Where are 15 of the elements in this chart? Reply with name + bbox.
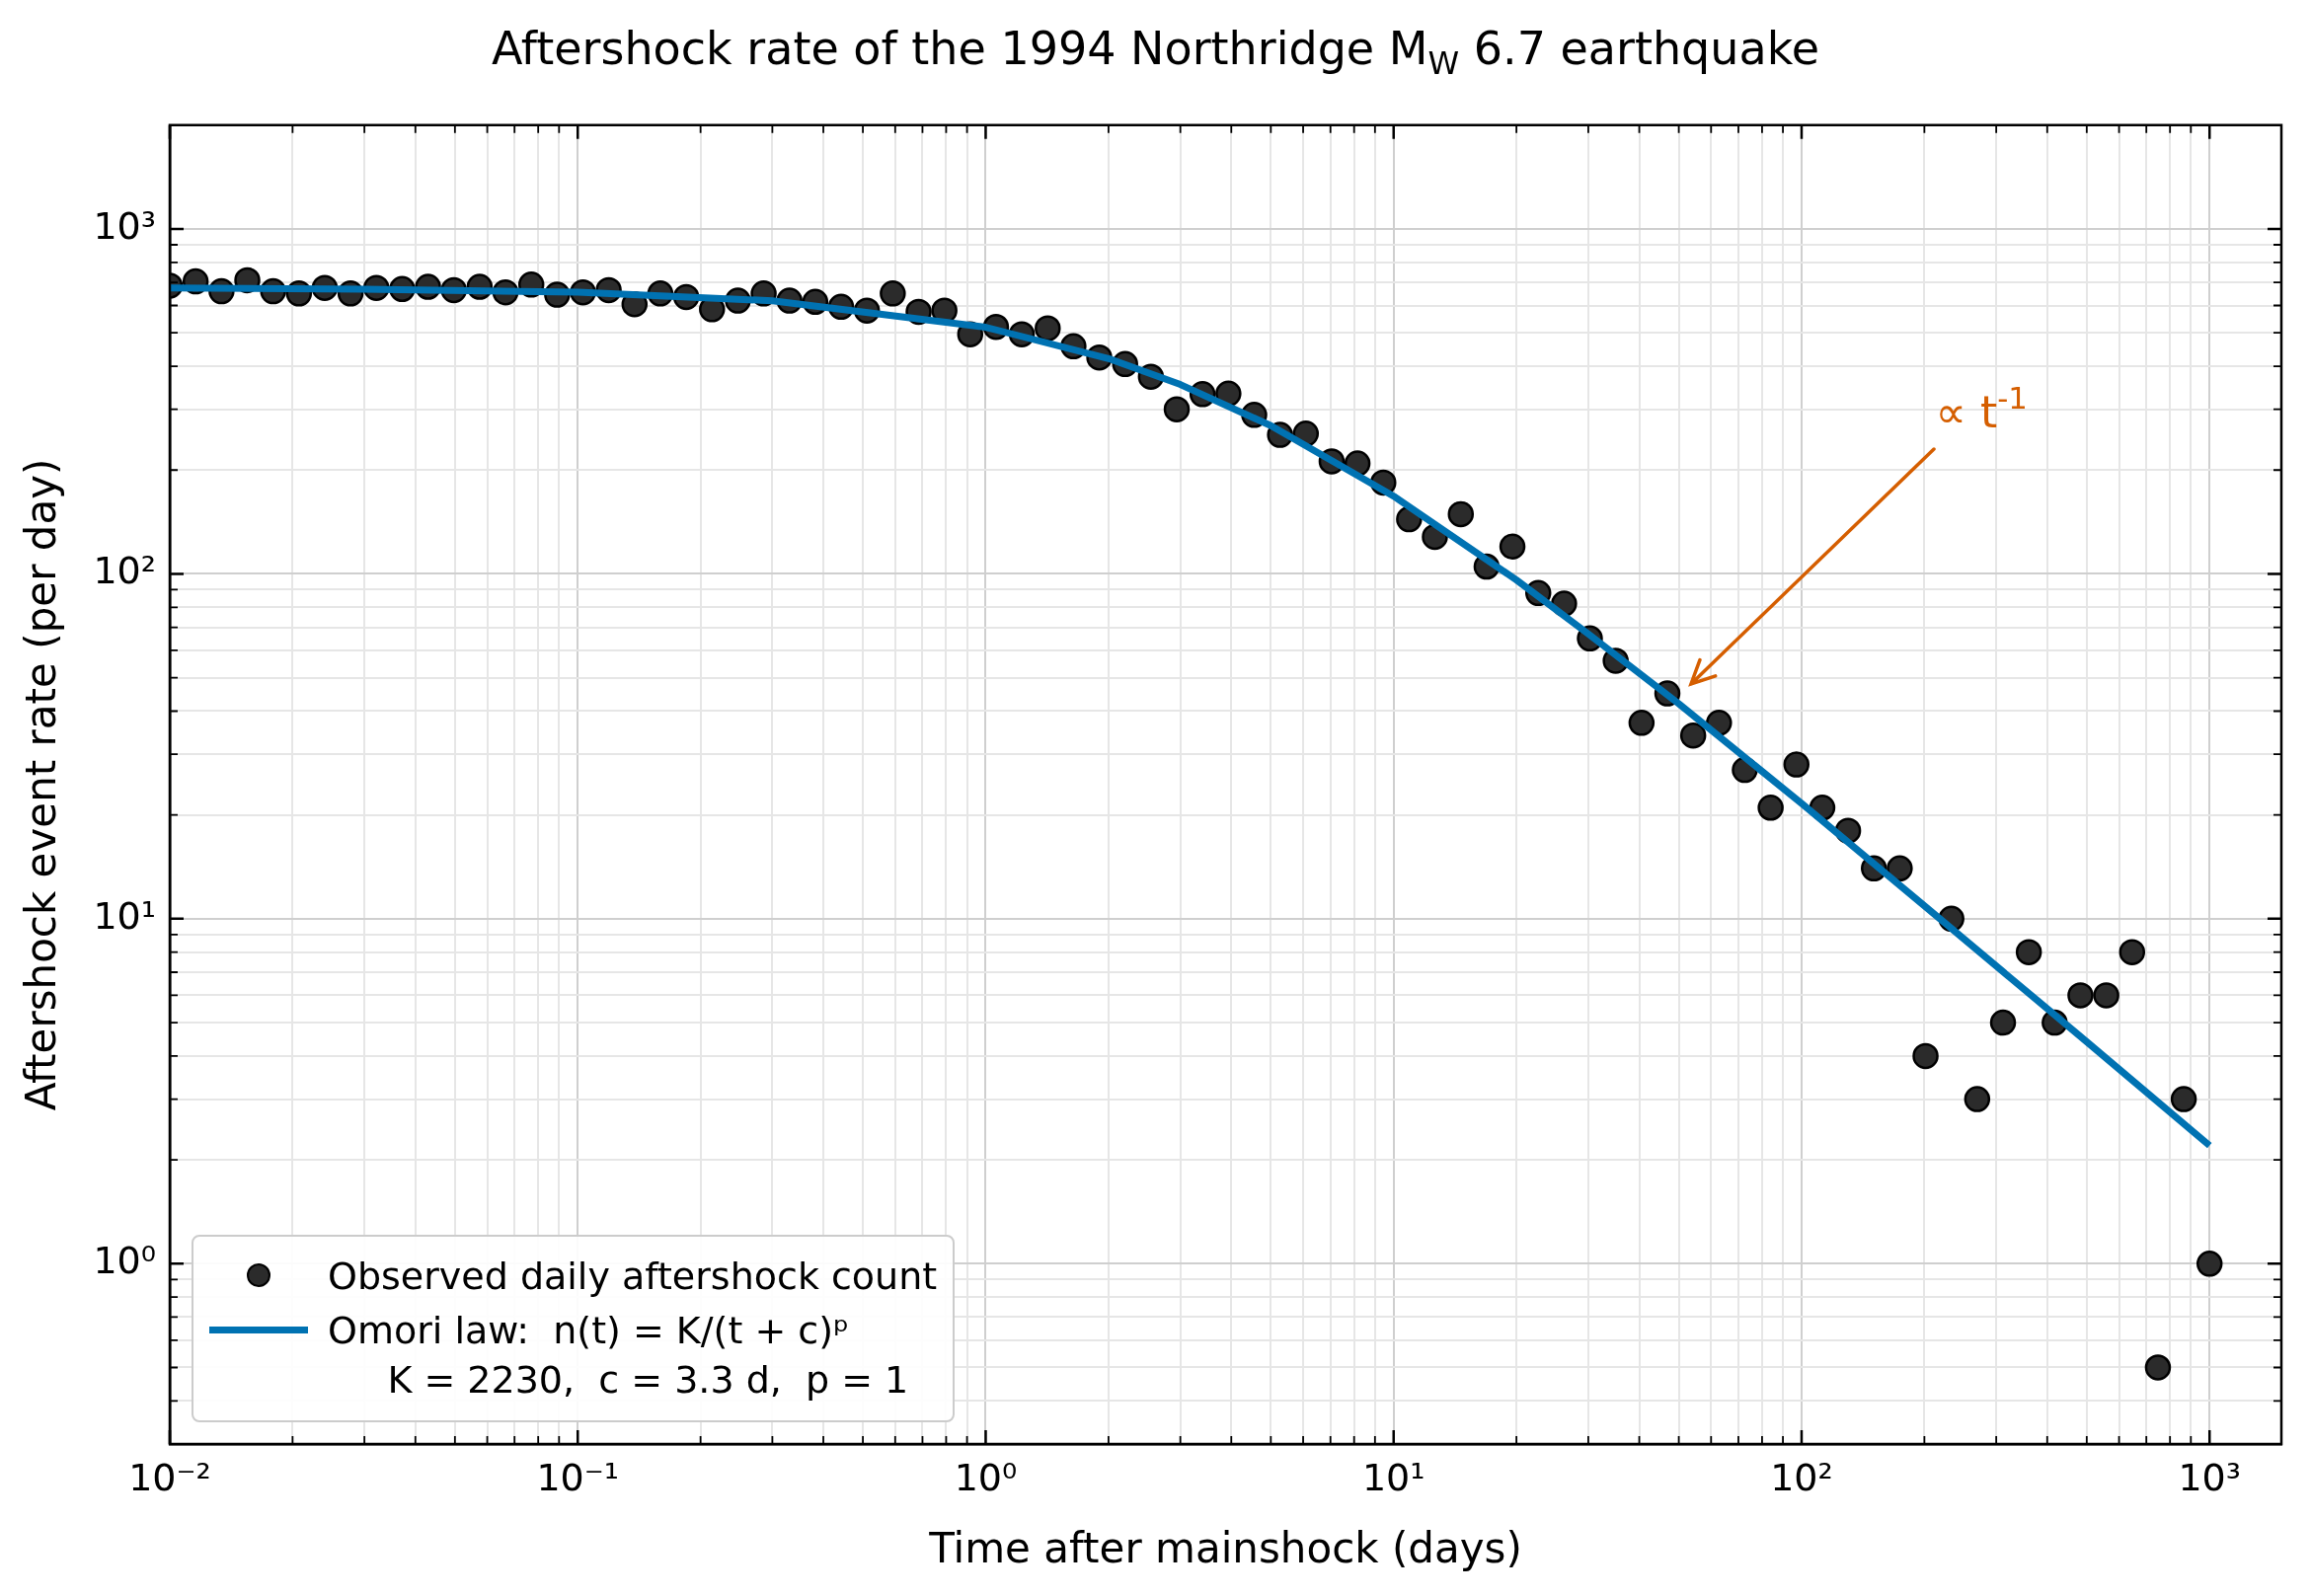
y-axis-title: Aftershock event rate (per day) (17, 458, 66, 1111)
chart-title: Aftershock rate of the 1994 Northridge M$_{W}$ 6.7 earthquake (491, 22, 1820, 83)
x-tick-label: 10¹ (1361, 1455, 1425, 1499)
y-tick-label: 10³ (93, 203, 156, 248)
x-tick-label: 10⁰ (954, 1455, 1018, 1499)
y-tick-label: 10² (93, 549, 156, 593)
y-tick-label: 10⁰ (93, 1239, 156, 1283)
legend-label: Observed daily aftershock count (327, 1253, 938, 1300)
x-tick-label: 10³ (2178, 1455, 2242, 1499)
x-tick-label: 10⁻¹ (536, 1455, 620, 1499)
legend-label: Omori law: n(t) = K/(t + c)ᵖ K = 2230, c = 3.3 d, p = 1 (327, 1308, 909, 1404)
x-tick-label: 10⁻² (128, 1455, 211, 1499)
y-tick-label: 10¹ (93, 893, 156, 938)
x-axis-title: Time after mainshock (days) (928, 1523, 1522, 1572)
x-tick-label: 10² (1770, 1455, 1833, 1499)
